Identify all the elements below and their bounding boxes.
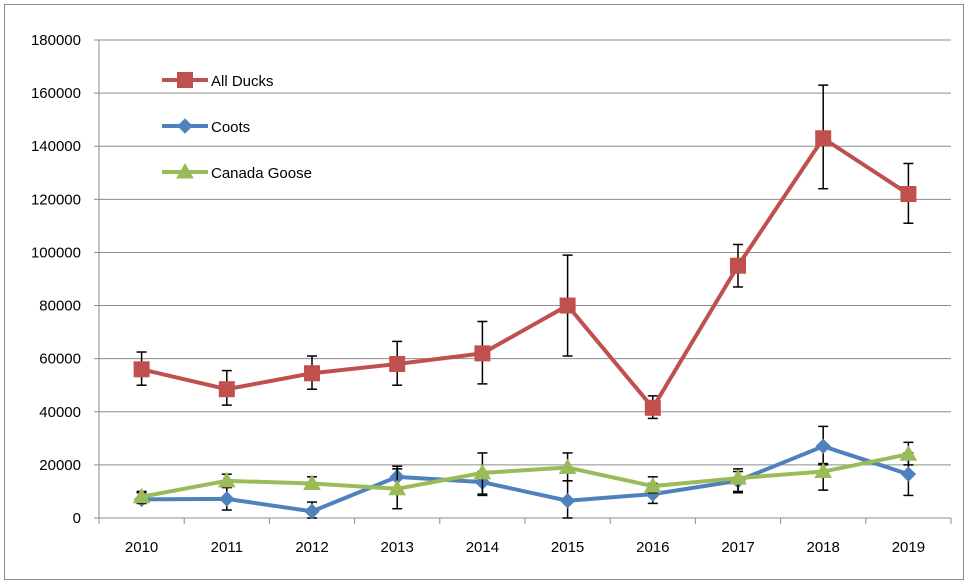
- data-point: [900, 466, 917, 482]
- x-tick-label: 2017: [721, 539, 754, 556]
- series-line: [141, 452, 909, 499]
- x-tick-label: 2012: [295, 539, 328, 556]
- y-tick-label: 160000: [31, 85, 81, 102]
- x-tick-label: 2010: [125, 539, 158, 556]
- data-point: [304, 365, 320, 382]
- data-point: [558, 458, 577, 475]
- legend-label: All Ducks: [211, 73, 274, 90]
- x-tick-label: 2018: [807, 539, 840, 556]
- y-tick-label: 40000: [39, 404, 81, 421]
- data-point: [559, 297, 576, 314]
- data-point: [900, 186, 917, 203]
- data-point: [132, 487, 151, 504]
- data-point: [219, 491, 235, 507]
- y-tick-label: 180000: [31, 32, 81, 49]
- grid-lines: [99, 39, 951, 466]
- series-line: [141, 444, 910, 514]
- y-tick-label: 80000: [39, 298, 81, 315]
- legend-item-coots: Coots: [162, 118, 250, 136]
- data-point: [217, 471, 236, 488]
- data-point: [218, 381, 235, 398]
- axes: 0 20000 40000 60000 80000 100000 120000 140000 1…: [31, 32, 952, 556]
- data-point: [730, 257, 746, 274]
- data-point: [729, 469, 747, 485]
- x-tick-label: 2019: [892, 539, 925, 556]
- legend-label: Coots: [211, 119, 250, 136]
- data-point: [814, 462, 833, 479]
- data-point: [899, 445, 918, 461]
- data-point: [815, 438, 831, 455]
- x-tick-label: 2011: [211, 539, 243, 556]
- y-tick-label: 20000: [39, 457, 81, 474]
- data-point: [303, 474, 321, 490]
- series-canada-goose: [132, 441, 918, 510]
- legend-swatch-marker: [176, 162, 194, 179]
- x-tick-label: 2013: [381, 539, 414, 556]
- y-tick-label: 100000: [31, 244, 81, 261]
- data-point: [559, 493, 576, 509]
- data-point: [133, 361, 150, 378]
- data-point: [389, 355, 406, 372]
- series-layer: [132, 84, 918, 520]
- data-point: [643, 477, 662, 493]
- data-point: [644, 399, 661, 416]
- legend: All Ducks Coots Canada Goose: [162, 72, 312, 182]
- x-tick-label: 2016: [636, 539, 669, 556]
- legend-swatch-marker: [177, 118, 193, 134]
- legend-item-canada-goose: Canada Goose: [162, 162, 312, 182]
- series-line: [141, 136, 910, 410]
- legend-item-all-ducks: All Ducks: [162, 72, 274, 90]
- x-tick-label: 2015: [551, 539, 584, 556]
- legend-label: Canada Goose: [211, 165, 312, 182]
- data-point: [473, 463, 492, 480]
- data-point: [388, 479, 407, 496]
- data-point: [815, 130, 832, 147]
- data-point: [474, 345, 491, 362]
- series-all-ducks: [133, 84, 917, 420]
- y-tick-label: 120000: [31, 191, 81, 208]
- y-tick-label: 0: [73, 510, 81, 527]
- x-tick-label: 2014: [466, 539, 499, 556]
- data-point: [304, 503, 320, 520]
- legend-swatch-marker: [177, 72, 193, 88]
- y-tick-label: 140000: [31, 138, 81, 155]
- y-tick-label: 60000: [39, 351, 81, 368]
